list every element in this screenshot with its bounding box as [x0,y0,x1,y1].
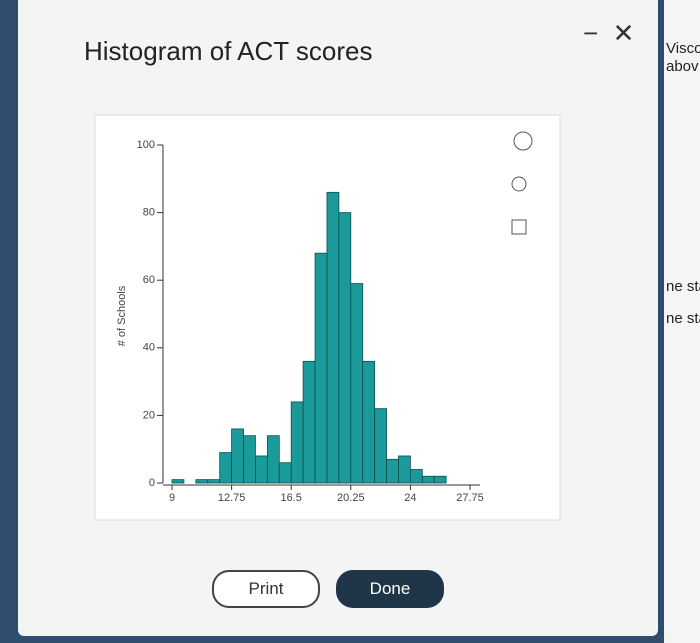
bar [398,455,411,484]
bar [409,469,423,484]
bar [374,408,387,484]
done-button[interactable]: Done [336,570,444,608]
side-text: ne stand [666,310,700,327]
y-axis-label: # of Schools [116,285,128,346]
y-tick-label: 0 [149,477,155,489]
pop-out[interactable] [511,219,527,235]
y-tick-label: 20 [143,409,155,421]
bar [255,455,268,484]
y-tick-label: 100 [137,139,155,151]
bar [171,479,185,484]
x-tick-label: 16.5 [280,492,301,504]
bar [266,435,280,484]
bar [207,479,221,484]
bar [362,360,376,484]
print-button[interactable]: Print [212,570,320,608]
x-tick-label: 24 [404,492,416,504]
x-tick-label: 9 [169,492,175,504]
x-tick-label: 20.25 [337,492,365,504]
bar [421,475,435,484]
y-tick-label: 80 [143,207,155,219]
x-tick-label: 27.75 [456,492,484,504]
bar [350,283,364,484]
side-text: ne stand [666,278,700,295]
window-controls[interactable]: − ✕ [583,18,635,48]
bar [302,360,316,484]
bar [278,462,292,484]
bar [338,212,352,484]
y-tick-label: 40 [143,342,155,354]
bar [433,475,447,484]
bar [231,428,244,484]
bar [314,252,328,484]
side-text: abov [666,58,699,75]
bar [290,401,304,484]
dialog-title: Histogram of ACT scores [84,36,373,66]
bar [326,191,340,484]
bar [386,458,399,484]
y-tick-label: 60 [143,274,155,286]
zoom-out[interactable] [511,176,527,192]
bar [195,479,209,484]
x-tick-label: 12.75 [218,492,246,504]
bar [219,452,232,484]
bar [243,435,256,484]
zoom-in[interactable] [513,131,533,151]
side-text: Visco [666,40,700,57]
